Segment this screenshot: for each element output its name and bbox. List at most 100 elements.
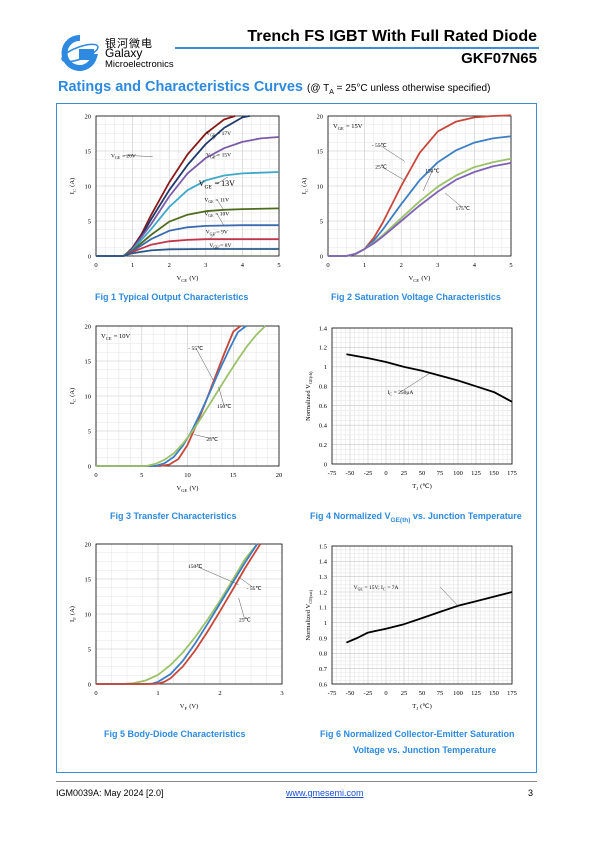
x-tick-label: 25 bbox=[401, 470, 408, 477]
series-label: VGE = 13V bbox=[199, 179, 235, 190]
y-tick-label: 10 bbox=[317, 183, 324, 190]
series-label: VGE = 11V bbox=[204, 197, 229, 204]
x-tick-label: 10 bbox=[184, 472, 191, 479]
x-tick-label: 50 bbox=[419, 690, 426, 697]
y-tick-label: 1.2 bbox=[319, 589, 327, 596]
y-tick-label: 1.3 bbox=[319, 574, 327, 581]
y-tick-label: 5 bbox=[88, 428, 91, 435]
x-tick-label: 1 bbox=[156, 690, 159, 697]
leader-line bbox=[238, 597, 246, 620]
fig6-caption-line2: Voltage vs. Junction Temperature bbox=[353, 745, 497, 755]
fig1-caption: Fig 1 Typical Output Characteristics bbox=[95, 292, 249, 302]
x-tick-label: 150 bbox=[489, 690, 499, 697]
x-tick-label: -50 bbox=[346, 470, 355, 477]
leader-line bbox=[400, 373, 430, 393]
y-axis-label: Normalized VGE(th) bbox=[305, 371, 313, 421]
x-tick-label: 75 bbox=[437, 690, 444, 697]
series-label: VGE = 17V bbox=[206, 131, 231, 138]
fig6-vcesat-chart: -75 -50 -25 0 25 50 75 100 125 150 175 0.6 0.7 0.8 0.9… bbox=[305, 543, 517, 711]
leader-line bbox=[444, 192, 463, 208]
leader-line bbox=[213, 154, 219, 158]
series-line bbox=[96, 248, 279, 257]
x-tick-label: 15 bbox=[230, 472, 237, 479]
y-tick-label: 0.7 bbox=[319, 666, 328, 673]
charts-frame bbox=[56, 103, 537, 773]
x-axis-label: TJ (℃) bbox=[412, 703, 432, 711]
leader-line bbox=[195, 565, 239, 585]
x-tick-label: 0 bbox=[94, 262, 97, 269]
part-number: GKF07N65 bbox=[461, 50, 537, 67]
y-tick-label: 1.4 bbox=[319, 325, 328, 332]
y-axis-label: IF (A) bbox=[69, 606, 77, 622]
y-tick-label: 0 bbox=[324, 461, 327, 468]
x-axis-label: VCE (V) bbox=[177, 275, 199, 283]
leader-line bbox=[379, 144, 405, 162]
y-tick-label: 1.5 bbox=[319, 543, 327, 550]
x-tick-label: 50 bbox=[419, 470, 426, 477]
x-tick-label: 100 bbox=[453, 470, 463, 477]
x-tick-label: -50 bbox=[346, 690, 355, 697]
plot-border bbox=[331, 545, 513, 685]
footer-rule bbox=[56, 781, 537, 782]
leader-line bbox=[380, 166, 405, 181]
y-axis-label: Normalized VCE(sat) bbox=[305, 589, 313, 640]
fig2-caption: Fig 2 Saturation Voltage Characteristics bbox=[331, 292, 501, 302]
plot-border bbox=[95, 325, 280, 467]
section-note: (@ TA = 25°C unless otherwise specified) bbox=[307, 83, 491, 96]
leader-line bbox=[123, 155, 153, 157]
section-title: Ratings and Characteristics Curves (@ TA… bbox=[58, 79, 490, 96]
series-label: 25℃ bbox=[206, 437, 219, 443]
footer-website-link[interactable]: www.gmesemi.com bbox=[286, 788, 364, 798]
series-label: VGE = 10V bbox=[204, 211, 229, 218]
fig5-diode-chart: 0 1 2 3 0 5 10 15 20 VF (V) IF (A) 150℃ - 55℃ 25℃ bbox=[69, 541, 284, 711]
series-line bbox=[96, 325, 247, 467]
x-tick-label: -25 bbox=[364, 690, 373, 697]
x-tick-label: 2 bbox=[218, 690, 221, 697]
y-tick-label: 20 bbox=[85, 541, 92, 548]
x-tick-label: -75 bbox=[328, 470, 337, 477]
series-label: VGE = 8V bbox=[209, 243, 231, 250]
y-tick-label: 0.8 bbox=[319, 384, 327, 391]
leader-line bbox=[209, 231, 217, 240]
y-tick-label: 1 bbox=[324, 364, 327, 371]
footer-page-number: 3 bbox=[528, 788, 534, 798]
y-tick-label: 0 bbox=[88, 681, 91, 688]
section-title-text: Ratings and Characteristics Curves bbox=[58, 79, 303, 95]
y-tick-label: 20 bbox=[317, 113, 324, 120]
leader-line bbox=[212, 132, 219, 140]
series-label: 175℃ bbox=[455, 206, 470, 212]
x-tick-label: 3 bbox=[204, 262, 207, 269]
series-label: 150℃ bbox=[425, 169, 440, 175]
x-axis-label: VGE (V) bbox=[177, 485, 199, 493]
y-tick-label: 10 bbox=[85, 183, 92, 190]
y-tick-label: 5 bbox=[88, 646, 91, 653]
x-tick-label: 25 bbox=[401, 690, 408, 697]
series-label: VGE = 15V bbox=[206, 153, 231, 160]
y-tick-label: 10 bbox=[85, 611, 92, 618]
series-line bbox=[346, 591, 513, 644]
galaxy-logo-icon bbox=[61, 35, 99, 71]
x-tick-label: 175 bbox=[507, 470, 517, 477]
y-tick-label: 0.4 bbox=[319, 422, 328, 429]
title-rule bbox=[175, 47, 539, 49]
y-tick-label: 15 bbox=[317, 148, 324, 155]
y-axis-label: IC (A) bbox=[69, 178, 77, 194]
x-tick-label: 4 bbox=[241, 262, 245, 269]
fig3-caption: Fig 3 Transfer Characteristics bbox=[110, 511, 237, 521]
plot-border bbox=[95, 543, 283, 685]
y-tick-label: 0.6 bbox=[319, 681, 328, 688]
y-tick-label: 1.1 bbox=[319, 605, 327, 612]
series-label: 25℃ bbox=[239, 618, 252, 624]
x-tick-label: 75 bbox=[437, 470, 444, 477]
x-axis-label: VCE (V) bbox=[409, 275, 431, 283]
x-tick-label: 1 bbox=[131, 262, 134, 269]
y-tick-label: 5 bbox=[320, 218, 323, 225]
y-axis-label: IC (A) bbox=[301, 178, 309, 194]
series-label: 25℃ bbox=[375, 165, 388, 171]
plot-border bbox=[95, 115, 280, 257]
series-label: IC = 250μA bbox=[387, 390, 413, 397]
leader-line bbox=[439, 586, 459, 606]
fig4-caption: Fig 4 Normalized VGE(th) vs. Junction Te… bbox=[310, 511, 522, 524]
logo-name: Galaxy bbox=[105, 46, 143, 60]
y-tick-label: 0 bbox=[320, 253, 323, 260]
